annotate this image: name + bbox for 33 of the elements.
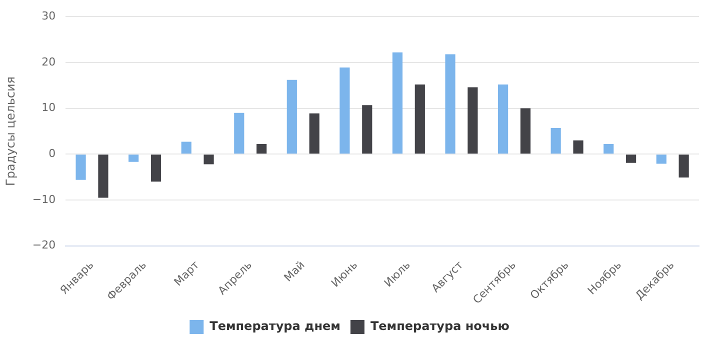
bar: [256, 144, 267, 154]
bar: [626, 154, 636, 163]
legend-label: Температура днем: [210, 319, 340, 334]
bar: [414, 84, 425, 154]
bar: [76, 154, 86, 180]
bar: [573, 140, 584, 154]
bar: [604, 144, 614, 154]
bar: [128, 154, 139, 162]
bar: [309, 113, 320, 154]
legend-label: Температура ночью: [370, 319, 510, 334]
bar: [550, 128, 561, 154]
bar: [362, 105, 372, 154]
bar: [150, 154, 162, 182]
bar: [392, 52, 403, 154]
bar: [234, 112, 244, 154]
bar: [204, 154, 214, 164]
bar: [520, 108, 531, 154]
bar: [656, 154, 666, 164]
bar: [286, 80, 297, 154]
bar: [445, 54, 456, 154]
bar: [98, 154, 108, 198]
bar: [468, 87, 478, 154]
y-tick-label: −20: [32, 238, 56, 252]
y-axis-title: Градусы цельсия: [3, 76, 18, 186]
y-tick-label: 10: [42, 101, 56, 114]
bar: [181, 142, 192, 154]
y-tick-label: 0: [48, 147, 56, 160]
y-tick-label: 30: [42, 9, 56, 22]
y-tick-label: 20: [42, 55, 56, 68]
bar: [498, 84, 508, 154]
y-tick-label: −10: [32, 192, 56, 206]
bar: [678, 154, 689, 178]
bar: [340, 67, 350, 154]
